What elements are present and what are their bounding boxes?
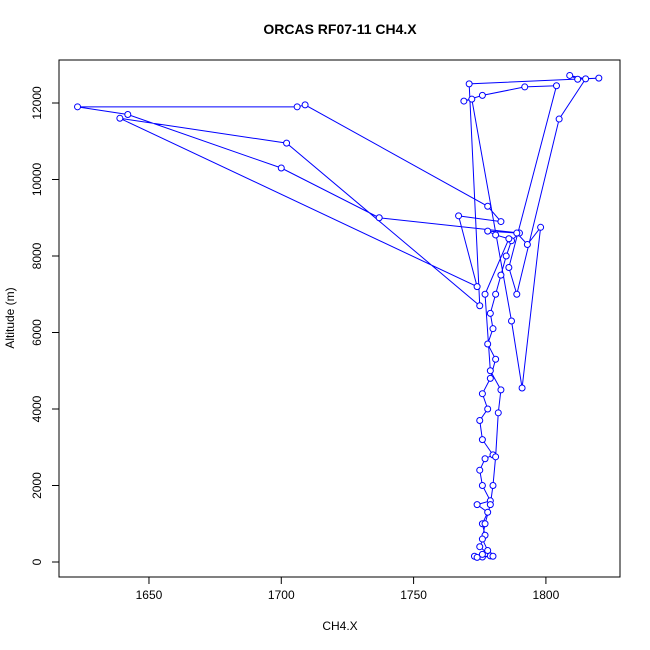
data-point: [537, 223, 545, 231]
data-point: [484, 202, 492, 210]
data-point: [489, 325, 497, 333]
data-point: [484, 405, 492, 413]
data-point: [481, 290, 489, 298]
data-point: [455, 212, 463, 220]
y-tick-label: 4000: [30, 395, 44, 422]
data-point: [523, 241, 531, 249]
data-point: [277, 164, 285, 172]
data-point: [492, 231, 500, 239]
data-point: [505, 235, 513, 243]
data-point: [124, 110, 132, 118]
data-point: [518, 384, 526, 392]
data-point: [552, 82, 560, 90]
data-point: [492, 453, 500, 461]
data-point: [582, 75, 590, 83]
data-point: [481, 455, 489, 463]
data-point: [473, 553, 481, 561]
data-point: [283, 139, 291, 147]
data-point: [484, 547, 492, 555]
data-point: [476, 543, 484, 551]
data-point: [468, 95, 476, 103]
data-line: [77, 74, 599, 558]
data-point: [494, 409, 502, 417]
data-point: [484, 508, 492, 516]
data-point: [595, 74, 603, 82]
data-point: [481, 520, 489, 528]
data-point: [465, 80, 473, 88]
data-point: [473, 501, 481, 509]
data-point: [489, 552, 497, 560]
data-point: [555, 115, 563, 123]
data-point: [476, 466, 484, 474]
data-point: [492, 355, 500, 363]
y-tick-label: 12000: [30, 86, 44, 120]
data-point: [293, 103, 301, 111]
data-point: [497, 218, 505, 226]
y-tick-label: 2000: [30, 472, 44, 499]
data-point: [502, 252, 510, 260]
data-point: [473, 283, 481, 291]
data-point: [484, 340, 492, 348]
y-tick-label: 0: [30, 558, 44, 565]
x-tick-label: 1750: [400, 588, 427, 602]
data-point: [513, 229, 521, 237]
data-point: [486, 501, 494, 509]
x-tick-label: 1800: [533, 588, 560, 602]
y-tick-label: 10000: [30, 162, 44, 196]
data-point: [486, 374, 494, 382]
data-point: [375, 214, 383, 222]
data-point: [301, 101, 309, 109]
x-tick-label: 1700: [268, 588, 295, 602]
data-point: [478, 550, 486, 558]
data-point: [74, 103, 82, 111]
data-point: [460, 97, 468, 105]
data-point: [478, 482, 486, 490]
data-point: [478, 390, 486, 398]
data-point: [513, 290, 521, 298]
data-point: [489, 482, 497, 490]
data-point: [574, 75, 582, 83]
data-point: [497, 386, 505, 394]
data-point: [476, 302, 484, 310]
x-tick-label: 1650: [136, 588, 163, 602]
data-point: [505, 263, 513, 271]
data-point: [486, 309, 494, 317]
y-axis-label: Altitude (m): [3, 287, 17, 348]
data-point: [521, 83, 529, 91]
data-point: [478, 91, 486, 99]
x-axis-label: CH4.X: [322, 619, 357, 633]
data-point: [476, 416, 484, 424]
data-point: [566, 71, 574, 79]
data-point: [497, 271, 505, 279]
data-point: [478, 535, 486, 543]
data-point: [492, 290, 500, 298]
chart-title: ORCAS RF07-11 CH4.X: [263, 21, 417, 37]
data-point: [484, 227, 492, 235]
data-point: [116, 114, 124, 122]
plot-frame: [58, 59, 621, 578]
data-point: [508, 317, 516, 325]
y-tick-label: 8000: [30, 242, 44, 269]
data-point: [486, 367, 494, 375]
data-point: [478, 436, 486, 444]
y-tick-label: 6000: [30, 319, 44, 346]
